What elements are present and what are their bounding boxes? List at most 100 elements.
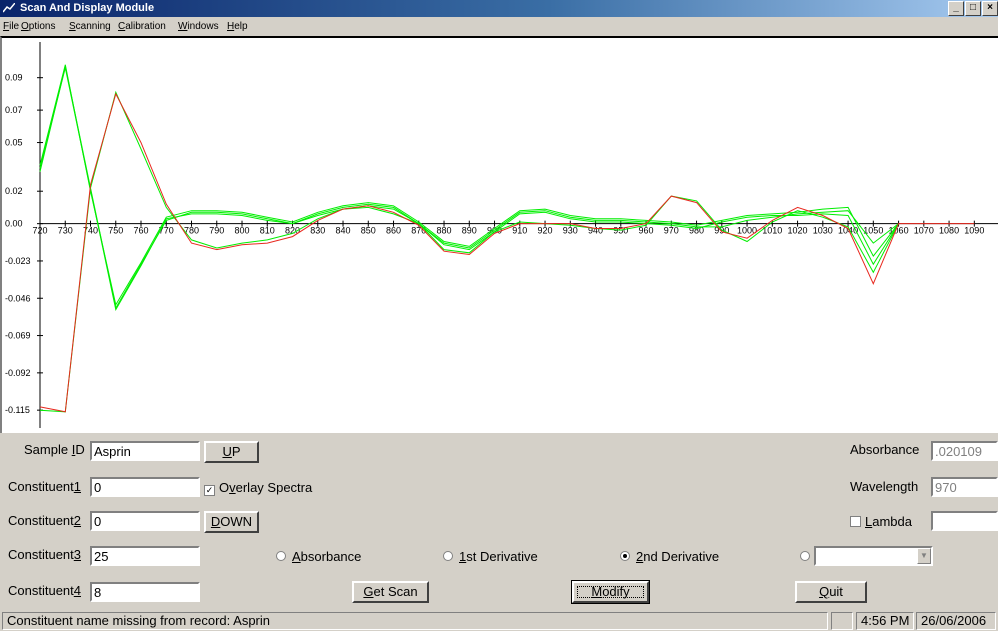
menu-scanning[interactable]: Scanning — [69, 21, 111, 32]
x-tick-label: 800 — [235, 226, 250, 236]
maximize-button[interactable]: □ — [965, 1, 981, 16]
radio-other[interactable] — [800, 549, 816, 564]
quit-button[interactable]: Quit — [795, 581, 867, 603]
constituent1-label: Constituent1 — [8, 479, 81, 494]
x-tick-label: 880 — [437, 226, 452, 236]
y-tick-label: -0.115 — [5, 405, 30, 415]
x-tick-label: 950 — [613, 226, 628, 236]
radio-unchecked-icon — [276, 551, 286, 561]
x-tick-label: 810 — [260, 226, 275, 236]
constituent4-field[interactable]: 8 — [90, 582, 200, 602]
x-tick-label: 890 — [462, 226, 477, 236]
get-scan-button[interactable]: Get Scan — [352, 581, 429, 603]
wavelength-field[interactable]: 970 — [931, 477, 998, 497]
x-tick-label: 920 — [538, 226, 553, 236]
modify-button[interactable]: Modify — [571, 580, 650, 604]
x-tick-label: 1090 — [964, 226, 984, 236]
down-button[interactable]: DOWN — [204, 511, 259, 533]
constituent4-label: Constituent4 — [8, 583, 81, 598]
constituent3-label: Constituent3 — [8, 547, 81, 562]
x-tick-label: 730 — [58, 226, 73, 236]
series-line-green — [39, 67, 900, 311]
x-tick-label: 720 — [32, 226, 47, 236]
x-tick-label: 1070 — [914, 226, 934, 236]
series-line-green — [39, 66, 899, 310]
series-line-green — [39, 90, 900, 413]
x-tick-label: 1010 — [762, 226, 782, 236]
constituent2-field[interactable]: 0 — [90, 511, 200, 531]
app-icon — [3, 3, 15, 13]
constituent3-field[interactable]: 25 — [90, 546, 200, 566]
y-tick-label: 0.02 — [5, 186, 23, 196]
status-date: 26/06/2006 — [916, 612, 996, 630]
sample-id-field[interactable]: Asprin — [90, 441, 200, 461]
series-line-green — [39, 64, 899, 307]
x-tick-label: 1000 — [737, 226, 757, 236]
y-tick-label: -0.046 — [5, 293, 31, 303]
x-tick-label: 970 — [664, 226, 679, 236]
chevron-down-icon[interactable]: ▼ — [917, 548, 931, 564]
menu-options[interactable]: Options — [21, 21, 56, 32]
x-tick-label: 1020 — [788, 226, 808, 236]
radio-unchecked-icon — [443, 551, 453, 561]
overlay-spectra-checkbox[interactable]: ✓ Overlay Spectra — [204, 480, 313, 496]
y-tick-label: 0.05 — [5, 138, 23, 148]
radio-checked-icon — [620, 551, 630, 561]
lambda-field[interactable] — [931, 511, 998, 531]
radio-1st-derivative[interactable]: 1st Derivative — [443, 549, 538, 564]
x-tick-label: 840 — [336, 226, 351, 236]
control-panel: Sample ID Asprin UP Absorbance .020109 C… — [0, 433, 998, 609]
x-tick-label: 960 — [639, 226, 654, 236]
radio-2nd-derivative[interactable]: 2nd Derivative — [620, 549, 719, 564]
x-tick-label: 790 — [209, 226, 224, 236]
y-tick-label: 0.00 — [5, 219, 23, 229]
spectrum-plot: 0.09 0.07 0.05 0.02 0.00 -0.023 -0.046 -0.069 -0… — [5, 42, 998, 428]
x-tick-label: 740 — [83, 226, 98, 236]
x-tick-label: 770 — [159, 226, 174, 236]
menu-windows[interactable]: Windows — [178, 21, 219, 32]
radio-unchecked-icon — [800, 551, 810, 561]
status-message: Constituent name missing from record: As… — [2, 612, 828, 630]
minimize-button[interactable]: _ — [948, 1, 964, 16]
constituent1-field[interactable]: 0 — [90, 477, 200, 497]
derivative-combo[interactable]: ▼ — [814, 546, 933, 566]
sample-id-label: Sample ID — [24, 442, 85, 457]
x-tick-label: 850 — [361, 226, 376, 236]
y-tick-label: -0.023 — [5, 256, 31, 266]
close-button[interactable]: × — [982, 1, 998, 16]
window-title: Scan And Display Module — [20, 2, 155, 14]
constituent2-label: Constituent2 — [8, 513, 81, 528]
wavelength-label: Wavelength — [850, 479, 919, 494]
x-tick-label: 830 — [310, 226, 325, 236]
up-button[interactable]: UP — [204, 441, 259, 463]
menu-file[interactable]: File — [3, 21, 20, 32]
absorbance-field[interactable]: .020109 — [931, 441, 998, 461]
x-tick-label: 780 — [184, 226, 199, 236]
window-controls: _ □ × — [947, 1, 998, 16]
x-tick-label: 1050 — [863, 226, 883, 236]
status-bar: Constituent name missing from record: As… — [0, 611, 998, 631]
menu-bar: File Options Scanning Calibration Window… — [0, 18, 998, 35]
y-tick-label: 0.09 — [5, 73, 23, 83]
absorbance-label: Absorbance — [850, 442, 920, 457]
checkbox-unchecked-icon — [850, 516, 861, 527]
series-line-red — [39, 92, 975, 413]
x-tick-label: 1040 — [838, 226, 858, 236]
x-tick-label: 930 — [563, 226, 578, 236]
status-time: 4:56 PM — [856, 612, 914, 630]
x-tick-label: 860 — [386, 226, 401, 236]
menu-help[interactable]: Help — [227, 21, 248, 32]
x-tick-label: 910 — [512, 226, 527, 236]
x-tick-label: 820 — [285, 226, 300, 236]
spectrum-chart: 0.09 0.07 0.05 0.02 0.00 -0.023 -0.046 -0.069 -0… — [0, 36, 998, 433]
y-tick-label: 0.07 — [5, 105, 23, 115]
checkbox-checked-icon: ✓ — [204, 485, 215, 496]
status-empty-pane — [831, 612, 853, 630]
x-tick-label: 870 — [411, 226, 426, 236]
x-tick-label: 940 — [588, 226, 603, 236]
lambda-checkbox[interactable]: Lambda — [850, 514, 912, 529]
menu-calibration[interactable]: Calibration — [118, 21, 166, 32]
x-tick-label: 1060 — [889, 226, 909, 236]
x-tick-label: 980 — [689, 226, 704, 236]
radio-absorbance[interactable]: Absorbance — [276, 549, 361, 564]
